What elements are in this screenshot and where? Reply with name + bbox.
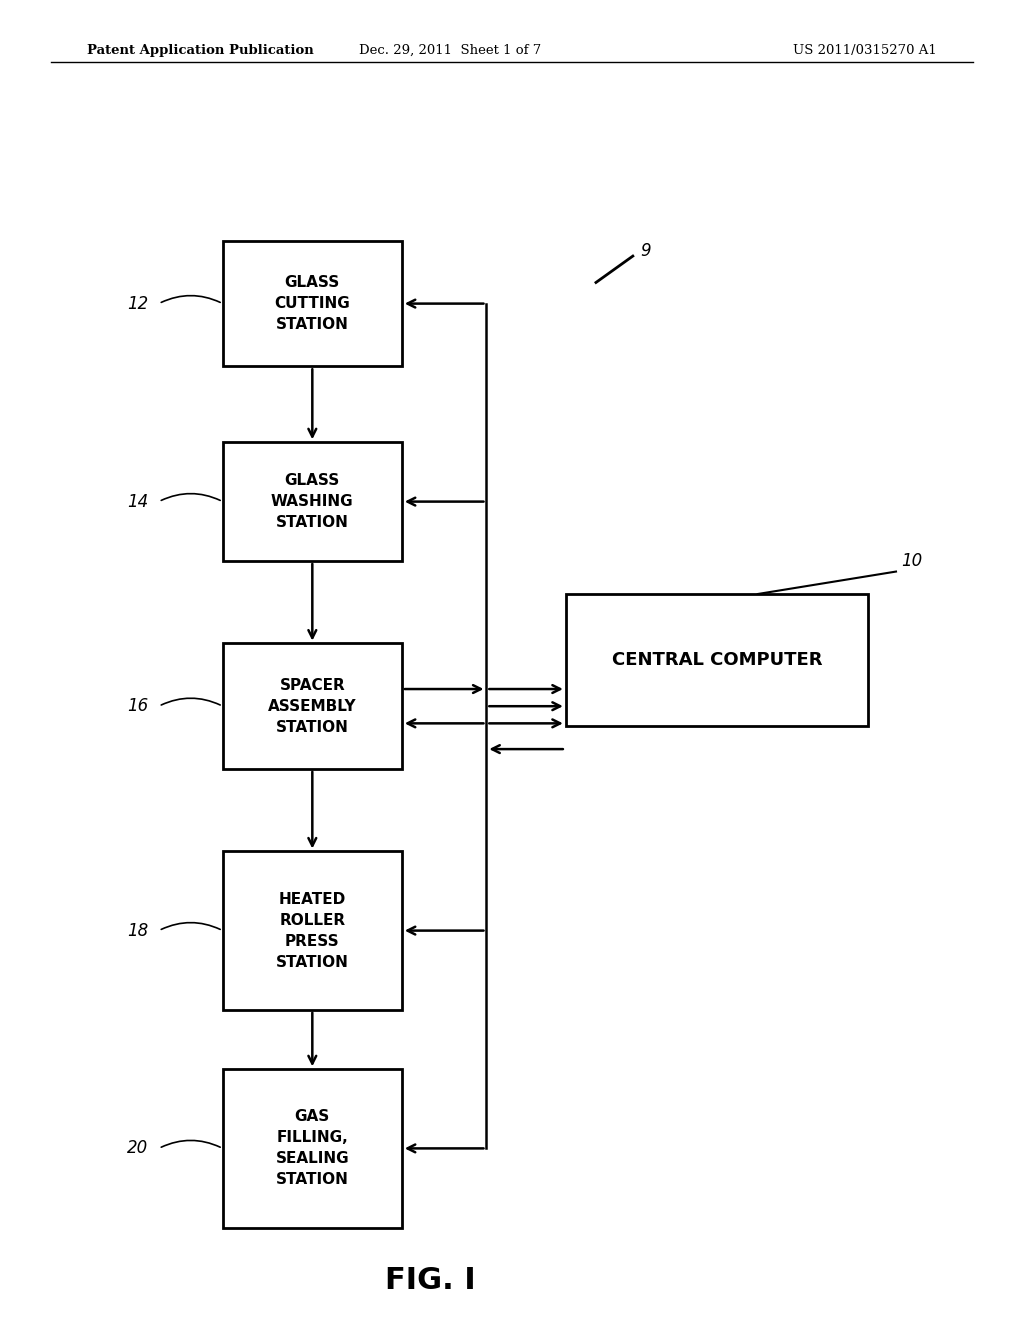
Text: GLASS
WASHING
STATION: GLASS WASHING STATION (271, 473, 353, 531)
FancyBboxPatch shape (223, 643, 401, 768)
FancyBboxPatch shape (565, 594, 867, 726)
FancyBboxPatch shape (223, 1069, 401, 1228)
FancyBboxPatch shape (223, 851, 401, 1010)
Text: HEATED
ROLLER
PRESS
STATION: HEATED ROLLER PRESS STATION (275, 891, 349, 970)
Text: GLASS
CUTTING
STATION: GLASS CUTTING STATION (274, 275, 350, 333)
Text: Patent Application Publication: Patent Application Publication (87, 44, 313, 57)
Text: Dec. 29, 2011  Sheet 1 of 7: Dec. 29, 2011 Sheet 1 of 7 (359, 44, 542, 57)
Text: GAS
FILLING,
SEALING
STATION: GAS FILLING, SEALING STATION (275, 1109, 349, 1188)
FancyBboxPatch shape (223, 242, 401, 366)
Text: SPACER
ASSEMBLY
STATION: SPACER ASSEMBLY STATION (268, 677, 356, 735)
Text: 16: 16 (127, 697, 148, 715)
Text: FIG. I: FIG. I (385, 1266, 475, 1295)
Text: 10: 10 (901, 552, 923, 570)
Text: 14: 14 (127, 492, 148, 511)
Text: 12: 12 (127, 294, 148, 313)
Text: 9: 9 (640, 242, 650, 260)
Text: US 2011/0315270 A1: US 2011/0315270 A1 (794, 44, 937, 57)
Text: CENTRAL COMPUTER: CENTRAL COMPUTER (611, 651, 822, 669)
FancyBboxPatch shape (223, 442, 401, 561)
Text: 20: 20 (127, 1139, 148, 1158)
Text: 18: 18 (127, 921, 148, 940)
